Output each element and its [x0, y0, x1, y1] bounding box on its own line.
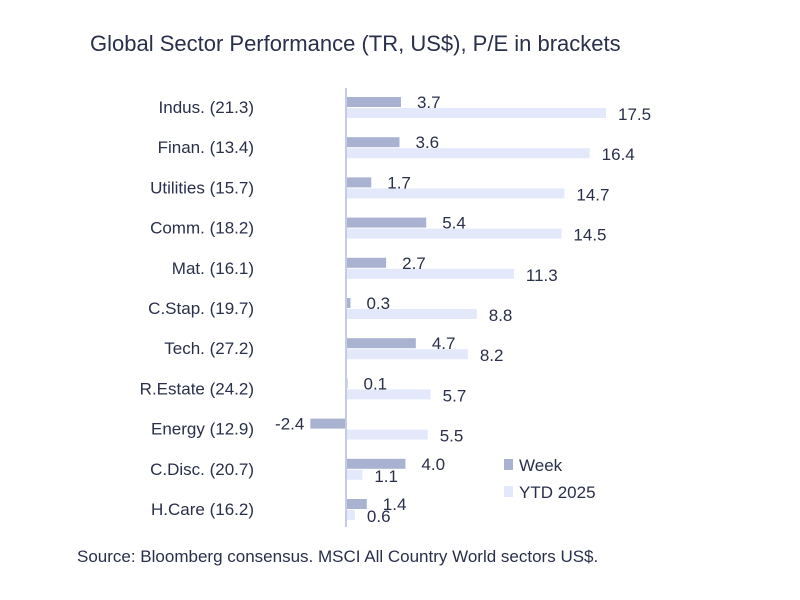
week-bar — [346, 217, 427, 228]
category-label: Comm. (18.2) — [150, 219, 254, 238]
week-bar — [346, 458, 406, 469]
source-note: Source: Bloomberg consensus. MSCI All Co… — [77, 547, 599, 566]
week-bar — [310, 418, 346, 429]
ytd-bar — [346, 389, 431, 400]
legend-label: YTD 2025 — [519, 483, 596, 502]
week-value-label: 5.4 — [442, 214, 466, 233]
week-bar — [346, 298, 351, 308]
category-label: Utilities (15.7) — [150, 178, 254, 197]
ytd-bar — [346, 309, 477, 319]
week-value-label: -2.4 — [275, 415, 304, 434]
category-label: C.Stap. (19.7) — [148, 299, 254, 318]
ytd-bar — [346, 268, 514, 279]
category-label: C.Disc. (20.7) — [150, 460, 254, 479]
week-bar — [346, 177, 372, 188]
week-value-label: 1.7 — [387, 173, 411, 192]
data-labels: 3.7 17.5 3.6 16.4 1.7 14.7 5.4 14.5 2.7 11.3 0.3 8.… — [275, 93, 651, 526]
chart-title: Global Sector Performance (TR, US$), P/E… — [90, 31, 621, 56]
legend-label: Week — [519, 456, 563, 475]
ytd-value-label: 14.7 — [576, 185, 609, 204]
ytd-value-label: 5.5 — [440, 427, 464, 446]
category-label: R.Estate (24.2) — [140, 379, 254, 398]
ytd-value-label: 5.7 — [443, 386, 467, 405]
legend: Week YTD 2025 — [504, 456, 596, 502]
ytd-value-label: 1.1 — [374, 467, 398, 486]
week-bar — [346, 97, 401, 107]
category-label: H.Care (16.2) — [151, 500, 254, 519]
ytd-value-label: 17.5 — [618, 105, 651, 124]
category-label: Indus. (21.3) — [159, 98, 254, 117]
week-value-label: 2.7 — [402, 254, 426, 273]
legend-swatch — [504, 459, 513, 470]
week-value-label: 4.7 — [432, 334, 456, 353]
legend-swatch — [504, 486, 513, 497]
ytd-bar — [346, 510, 355, 520]
category-labels: Indus. (21.3) Finan. (13.4) Utilities (15.… — [140, 98, 254, 519]
ytd-value-label: 0.6 — [367, 507, 391, 526]
ytd-value-label: 14.5 — [573, 226, 606, 245]
week-bar — [346, 338, 416, 349]
ytd-value-label: 11.3 — [526, 266, 558, 285]
ytd-bar — [346, 108, 606, 118]
category-label: Finan. (13.4) — [158, 138, 254, 157]
category-label: Mat. (16.1) — [172, 259, 254, 278]
week-value-label: 3.6 — [415, 133, 439, 152]
ytd-value-label: 8.2 — [480, 346, 504, 365]
ytd-bar — [346, 188, 565, 199]
bars — [310, 97, 606, 520]
ytd-bar — [346, 469, 363, 480]
week-value-label: 0.1 — [363, 374, 387, 393]
week-value-label: 0.3 — [366, 294, 390, 313]
week-value-label: 3.7 — [417, 93, 441, 112]
ytd-bar — [346, 349, 468, 360]
ytd-bar — [346, 228, 562, 239]
category-label: Tech. (27.2) — [164, 339, 254, 358]
ytd-value-label: 8.8 — [489, 306, 513, 325]
ytd-value-label: 16.4 — [602, 145, 635, 164]
week-value-label: 1.4 — [383, 495, 407, 514]
ytd-bar — [346, 148, 590, 159]
week-bar — [346, 137, 400, 148]
week-bar — [346, 257, 387, 268]
week-bar — [346, 499, 367, 509]
ytd-bar — [346, 429, 428, 440]
week-value-label: 4.0 — [421, 455, 445, 474]
category-label: Energy (12.9) — [151, 420, 254, 439]
